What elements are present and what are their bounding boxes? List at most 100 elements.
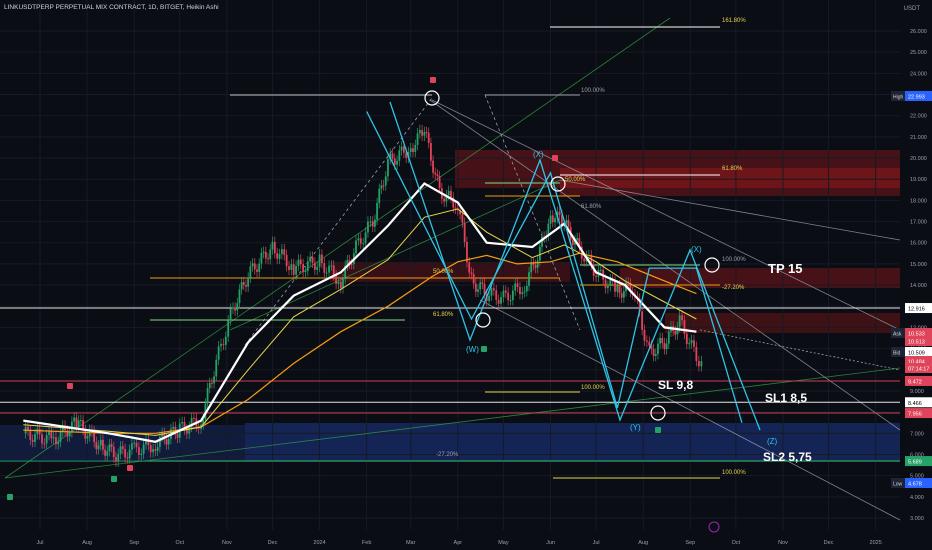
price-tag-value: 10.533 (908, 332, 925, 338)
signal-marker (7, 494, 13, 500)
candle-body (521, 292, 524, 295)
candle-body (614, 281, 616, 292)
x-tick-label: Sep (129, 540, 139, 546)
candle-body (434, 172, 437, 175)
candle-body (461, 214, 464, 223)
candle-body (318, 254, 321, 267)
price-tag-bg (905, 91, 932, 101)
candle-body (50, 431, 53, 439)
candle-body (483, 283, 486, 295)
price-tag-label: 5.689 (908, 460, 922, 466)
candle-body (374, 219, 376, 227)
candle-body (697, 360, 700, 367)
channel-bottom (479, 299, 901, 521)
price-tag-key: Ask (893, 332, 902, 338)
price-tag-key: High (893, 95, 904, 101)
x-tick-label: Jul (36, 540, 43, 546)
price-tag-key: Bid (893, 351, 900, 357)
candle-body (507, 292, 510, 301)
candle-body (224, 336, 227, 345)
candle-body (536, 260, 539, 268)
candle-body (452, 197, 455, 208)
wave-label: (W) (466, 345, 479, 354)
y-tick-label: 17.000 (910, 220, 927, 226)
candle-body (59, 431, 62, 442)
candle-body (367, 221, 369, 233)
candle-body (215, 359, 218, 377)
candle-body (497, 299, 500, 304)
candle-body (398, 150, 401, 161)
candle-body (541, 236, 543, 247)
candle-body (425, 132, 428, 134)
candle-body (232, 307, 234, 309)
candle-body (131, 443, 133, 450)
candle-body (295, 265, 297, 275)
candle-body (693, 340, 695, 347)
price-tag-key-bg (891, 91, 905, 101)
price-tag-key-bg (891, 478, 905, 488)
candle-body (93, 431, 96, 443)
candle-body (560, 215, 563, 226)
candle-body (309, 256, 312, 262)
candle-body (466, 241, 468, 263)
candle-body (31, 439, 34, 442)
candle-body (490, 288, 493, 296)
candle-body (99, 439, 102, 446)
candle-body (532, 263, 535, 265)
candle-body (650, 345, 653, 350)
price-tag-bg (905, 347, 932, 357)
candle-body (108, 444, 111, 452)
x-tick-label: Apr (454, 540, 463, 546)
candle-body (328, 265, 330, 273)
candle-body (325, 272, 328, 274)
candle-body (700, 361, 703, 367)
fib-label: 100.00% (581, 88, 605, 94)
x-tick-label: Oct (175, 540, 184, 546)
candle-body (335, 275, 338, 284)
candle-body (110, 444, 113, 447)
candle-body (578, 238, 581, 247)
x-tick-label: Dec (268, 540, 278, 546)
price-tag-bg (905, 408, 932, 419)
candle-body (427, 132, 430, 143)
candle-body (369, 221, 372, 223)
candle-body (387, 159, 389, 177)
fib-label: 61.80% (433, 312, 454, 318)
event-marker-icon (708, 521, 720, 533)
price-tag-label: 12.916 (908, 307, 925, 313)
candle-body (362, 243, 365, 245)
candle-body (236, 303, 239, 311)
candle-body (117, 453, 120, 462)
fib-label: 61.80% (722, 166, 743, 172)
candle-body (481, 282, 484, 284)
fib-label: 100.00% (722, 257, 746, 263)
candle-body (41, 434, 43, 444)
chart-title: LINKUSDTPERP PERPETUAL MIX CONTRACT, 1D,… (4, 4, 219, 11)
candle-body (488, 295, 490, 301)
candle-body (618, 285, 621, 294)
candle-body (551, 215, 554, 223)
candle-body (253, 263, 256, 270)
annotation-label: SL1 8,5 (765, 391, 807, 405)
candle-body (43, 443, 46, 445)
x-tick-label: Jun (546, 540, 555, 546)
candle-body (382, 185, 385, 187)
y-tick-label: 19.000 (910, 177, 927, 183)
candle-body (674, 331, 677, 335)
ma-orange-line (23, 252, 697, 434)
candle-body (229, 308, 232, 321)
y-tick-label: 9.000 (910, 389, 924, 395)
x-tick-label: Jul (593, 540, 600, 546)
candle-body (364, 232, 367, 244)
candle-body (181, 422, 184, 424)
candle-body (609, 279, 612, 287)
candle-body (163, 432, 166, 440)
candle-body (82, 420, 84, 430)
candle-body (68, 432, 71, 437)
candle-body (380, 185, 383, 189)
price-tag-value: 07:14:17 (908, 367, 929, 373)
candle-body (409, 148, 412, 153)
y-tick-label: 3.000 (910, 516, 924, 522)
signal-marker (430, 77, 436, 83)
